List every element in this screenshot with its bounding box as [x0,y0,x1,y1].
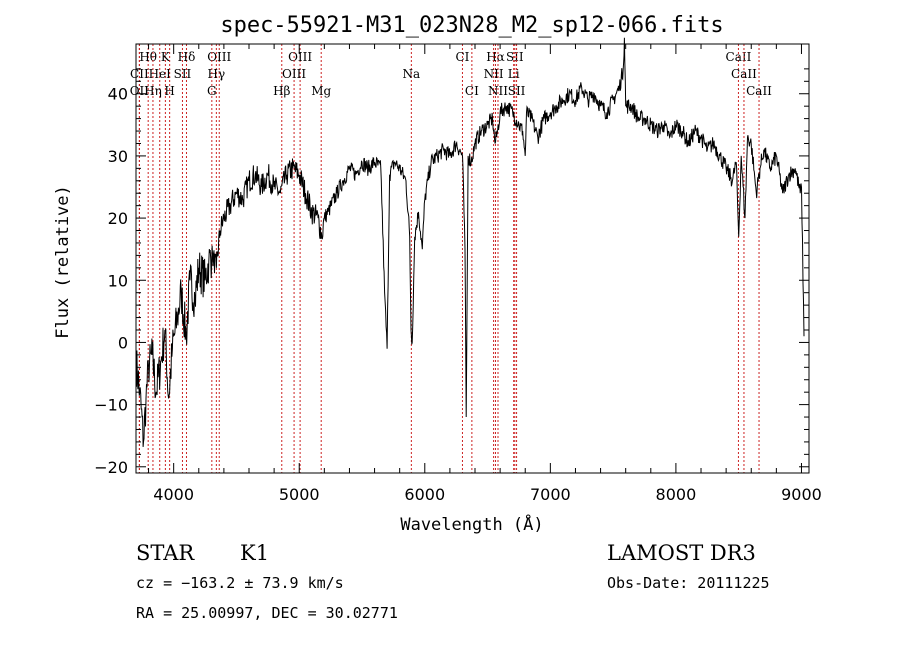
object-class: STAR [136,541,195,565]
line-marker-label: Hθ [139,50,157,64]
x-tick-label: 9000 [781,485,822,504]
x-tick-label: 7000 [530,485,571,504]
line-marker-label: Hδ [178,50,196,64]
line-marker-label: Na [403,67,421,81]
line-marker-label: OII [130,84,150,98]
y-tick-label: −10 [94,396,128,415]
line-marker-label: NII [488,84,508,98]
y-tick-label: 10 [108,271,128,290]
line-marker-label: HeI [149,67,172,81]
line-marker-label: CaII [746,84,772,98]
y-tick-label: 0 [118,333,128,352]
x-axis-label: Wavelength (Å) [400,513,543,535]
redshift-cz: cz = −163.2 ± 73.9 km/s [136,574,344,592]
x-tick-label: 6000 [404,485,445,504]
line-marker-label: OIII [288,50,312,64]
x-axis-ticks: 4000 5000 6000 7000 8000 9000 [148,44,822,504]
x-tick-label: 8000 [656,485,697,504]
line-marker-label: CaII [726,50,752,64]
line-marker-label: Hα [486,50,505,64]
x-tick-label: 5000 [279,485,320,504]
coordinates: RA = 25.00997, DEC = 30.02771 [136,604,398,622]
y-axis-label: Flux (relative) [53,185,73,339]
plot-frame [135,43,810,474]
survey-name: LAMOST DR3 [607,541,756,565]
line-marker-label: SII [506,50,524,64]
y-tick-label: −20 [94,458,128,477]
line-marker-label: K [161,50,171,64]
y-axis-ticks: −20 −10 0 10 20 30 40 [94,68,809,477]
line-marker-label: CaII [731,67,757,81]
line-marker-label: Hγ [208,67,226,81]
x-tick-label: 4000 [153,485,194,504]
line-marker-label: NII [484,67,504,81]
line-marker-label: CI [465,84,479,98]
chart-title: spec-55921-M31_023N28_M2_sp12-066.fits [220,13,723,38]
line-marker-label: CI [455,50,469,64]
line-marker-label: SII [508,84,526,98]
line-marker-label: Hβ [273,84,290,98]
line-marker-label: OIII [207,50,231,64]
line-marker-label: Li [508,67,520,81]
object-subclass: K1 [240,541,269,565]
line-marker-label: Hη [144,84,162,98]
line-marker-label: Mg [311,84,331,98]
y-tick-label: 30 [108,147,128,166]
obs-date: Obs-Date: 20111225 [607,574,770,592]
line-marker-label: SII [174,67,192,81]
line-marker-label: OIII [282,67,306,81]
y-tick-label: 40 [108,85,128,104]
spectrum-series [135,37,805,447]
line-marker-label: H [164,84,174,98]
spectrum-line [135,37,805,447]
line-marker-label: G [207,84,217,98]
y-tick-label: 20 [108,209,128,228]
